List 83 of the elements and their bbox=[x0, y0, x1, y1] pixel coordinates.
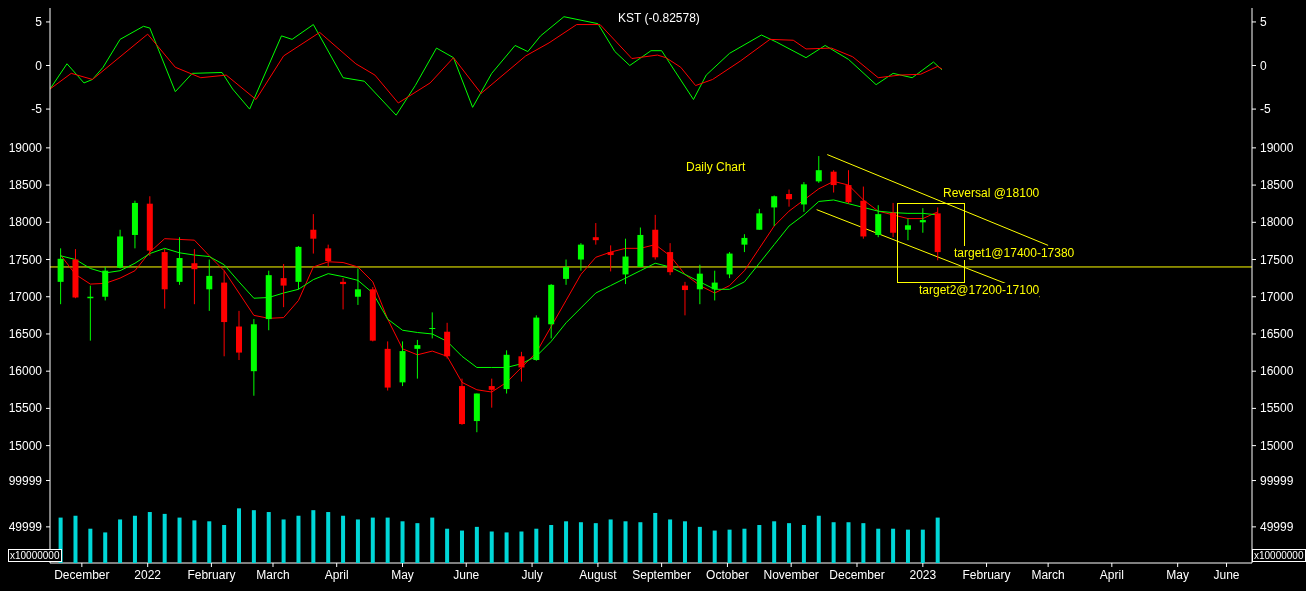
candlestick bbox=[340, 277, 347, 310]
x-tick-label: December bbox=[829, 568, 885, 582]
y-tick-label: 16000 bbox=[8, 364, 43, 379]
x-tick-label: February bbox=[187, 568, 236, 582]
y-tick-label: 19000 bbox=[8, 140, 43, 155]
candlestick bbox=[904, 218, 911, 241]
y2-tick-label: 49999 bbox=[1260, 519, 1294, 534]
x-tick-label: April bbox=[1099, 568, 1124, 582]
x-tick-label: May bbox=[391, 568, 414, 582]
y-tick-label: 5 bbox=[35, 14, 43, 29]
y-tick-label: 99999 bbox=[8, 473, 43, 488]
y-tick-label: -5 bbox=[31, 102, 43, 117]
candlestick bbox=[786, 189, 793, 208]
y2-tick-label: 5 bbox=[1260, 14, 1267, 29]
candlestick bbox=[696, 264, 703, 305]
y2-tick-label: 17000 bbox=[1260, 289, 1294, 304]
y-tick-label: 0 bbox=[35, 58, 43, 73]
y2-tick-label: -5 bbox=[1260, 102, 1271, 117]
candlestick bbox=[577, 242, 584, 272]
y-axis-title: x10000000 bbox=[8, 549, 62, 562]
y-tick-label: 49999 bbox=[8, 519, 43, 534]
y2-tick-label: 16000 bbox=[1260, 364, 1294, 379]
x-tick-label: June bbox=[453, 568, 480, 582]
x-tick-label: February bbox=[962, 568, 1011, 582]
candlestick bbox=[518, 351, 525, 383]
candlestick bbox=[414, 339, 421, 380]
y2-tick-label: 16500 bbox=[1260, 326, 1294, 341]
candlestick bbox=[756, 208, 763, 231]
x-tick-label: June bbox=[1213, 568, 1240, 582]
y2-tick-label: 15000 bbox=[1260, 438, 1294, 453]
x-tick-label: August bbox=[579, 568, 618, 582]
candlestick bbox=[919, 207, 926, 234]
candlestick bbox=[325, 244, 332, 268]
x-tick-label: September bbox=[632, 568, 691, 582]
annotation: Reversal @18100 bbox=[943, 186, 1040, 200]
x-tick-label: May bbox=[1166, 568, 1190, 582]
x-tick-label: March bbox=[1031, 568, 1065, 582]
candlestick bbox=[429, 311, 436, 339]
candlestick bbox=[280, 263, 287, 308]
y2-tick-label: 15500 bbox=[1260, 401, 1294, 416]
candlestick bbox=[726, 251, 733, 279]
candlestick bbox=[354, 267, 361, 306]
y2-axis-title: x10000000 bbox=[1252, 549, 1306, 562]
y2-tick-label: 0 bbox=[1260, 58, 1267, 73]
candlestick bbox=[563, 259, 570, 286]
y2-tick-label: 18000 bbox=[1260, 215, 1294, 230]
x-tick-label: October bbox=[706, 568, 749, 582]
x-tick-label: 2023 bbox=[909, 568, 937, 582]
x-tick-label: November bbox=[763, 568, 819, 582]
y-tick-label: 17000 bbox=[8, 289, 43, 304]
candlestick bbox=[176, 236, 183, 286]
candlestick bbox=[592, 222, 599, 246]
y-tick-label: 18500 bbox=[8, 178, 43, 193]
chart-title: KST (-0.82578) bbox=[618, 11, 700, 25]
y-tick-label: 15500 bbox=[8, 401, 43, 416]
y-tick-label: 16500 bbox=[8, 326, 43, 341]
y-tick-label: 17500 bbox=[8, 252, 43, 267]
line-series bbox=[50, 24, 943, 104]
y2-tick-label: 99999 bbox=[1260, 473, 1294, 488]
x-tick-label: December bbox=[54, 568, 110, 582]
x-tick-label: April bbox=[324, 568, 349, 582]
candlestick bbox=[711, 270, 718, 301]
annotation: target2@17200-17100 bbox=[919, 283, 1040, 297]
y2-tick-label: 18500 bbox=[1260, 178, 1294, 193]
candlestick bbox=[310, 213, 317, 255]
x-tick-label: March bbox=[256, 568, 290, 582]
candlestick bbox=[622, 238, 629, 285]
y-tick-label: 18000 bbox=[8, 215, 43, 230]
candlestick bbox=[890, 202, 897, 238]
y2-tick-label: 17500 bbox=[1260, 252, 1294, 267]
text: Daily Chart bbox=[686, 160, 746, 174]
candlestick bbox=[607, 244, 614, 272]
candlestick bbox=[667, 242, 674, 276]
x-tick-label: July bbox=[521, 568, 543, 582]
annotation: target1@17400-17380 bbox=[954, 246, 1075, 260]
candlestick bbox=[875, 204, 882, 238]
candlestick bbox=[206, 259, 213, 312]
y-tick-label: 15000 bbox=[8, 438, 43, 453]
candlestick bbox=[771, 195, 778, 227]
candlestick bbox=[815, 155, 822, 184]
y2-tick-label: 19000 bbox=[1260, 140, 1294, 155]
x-tick-label: 2022 bbox=[134, 568, 162, 582]
candlestick bbox=[191, 248, 198, 305]
